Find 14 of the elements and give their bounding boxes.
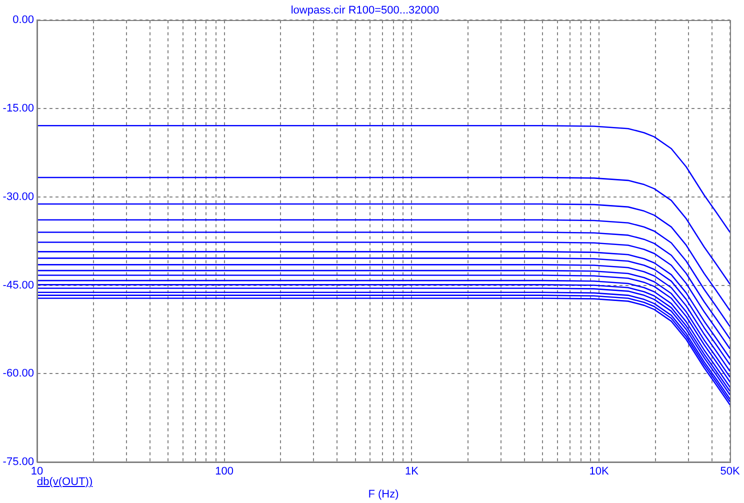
y-tick-label: -75.00 xyxy=(2,456,34,468)
x-axis-title: F (Hz) xyxy=(368,488,399,500)
x-tick-label: 1K xyxy=(404,466,420,478)
y-tick-label: -60.00 xyxy=(2,368,34,380)
y-tick-label: -15.00 xyxy=(2,102,34,115)
y-tick-label: 0.00 xyxy=(12,14,34,26)
y-tick-label: -30.00 xyxy=(2,190,34,203)
text: db(v(OUT)) xyxy=(37,476,93,488)
x-tick-label: 100 xyxy=(215,466,234,478)
chart-title: lowpass.cir R100=500...32000 xyxy=(290,4,440,17)
y-tick-label: -45.00 xyxy=(2,279,34,292)
x-tick-label: 10K xyxy=(589,466,610,478)
x-tick-label: 50K xyxy=(720,466,740,478)
x-tick-label: 10 xyxy=(30,466,44,478)
